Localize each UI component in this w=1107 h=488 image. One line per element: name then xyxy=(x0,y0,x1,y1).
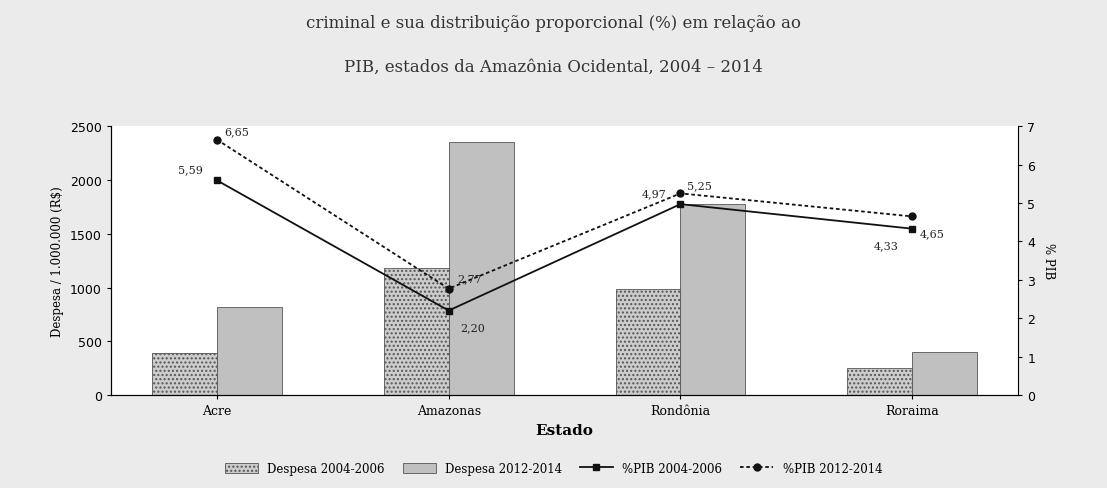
Bar xyxy=(217,307,282,395)
Text: 2,20: 2,20 xyxy=(459,323,485,332)
Y-axis label: Despesa / 1.000.000 (R$): Despesa / 1.000.000 (R$) xyxy=(51,186,64,336)
Text: 4,97: 4,97 xyxy=(642,188,666,199)
Text: 2,77: 2,77 xyxy=(457,274,482,284)
Bar xyxy=(681,204,745,395)
Text: 5,59: 5,59 xyxy=(178,164,203,175)
Text: 6,65: 6,65 xyxy=(224,127,249,137)
Y-axis label: % PIB: % PIB xyxy=(1042,243,1055,279)
Text: 4,33: 4,33 xyxy=(873,241,898,251)
Text: criminal e sua distribuição proporcional (%) em relação ao: criminal e sua distribuição proporcional… xyxy=(306,15,801,32)
Bar xyxy=(912,352,977,395)
Bar xyxy=(384,268,448,395)
Bar xyxy=(152,353,217,395)
Legend: Despesa 2004-2006, Despesa 2012-2014, %PIB 2004-2006, %PIB 2012-2014: Despesa 2004-2006, Despesa 2012-2014, %P… xyxy=(220,457,887,480)
Bar xyxy=(847,368,912,395)
Bar xyxy=(615,289,681,395)
Text: PIB, estados da Amazônia Ocidental, 2004 – 2014: PIB, estados da Amazônia Ocidental, 2004… xyxy=(344,59,763,76)
Text: 4,65: 4,65 xyxy=(919,228,944,238)
X-axis label: Estado: Estado xyxy=(536,423,593,437)
Text: 5,25: 5,25 xyxy=(687,181,712,190)
Bar xyxy=(448,143,514,395)
